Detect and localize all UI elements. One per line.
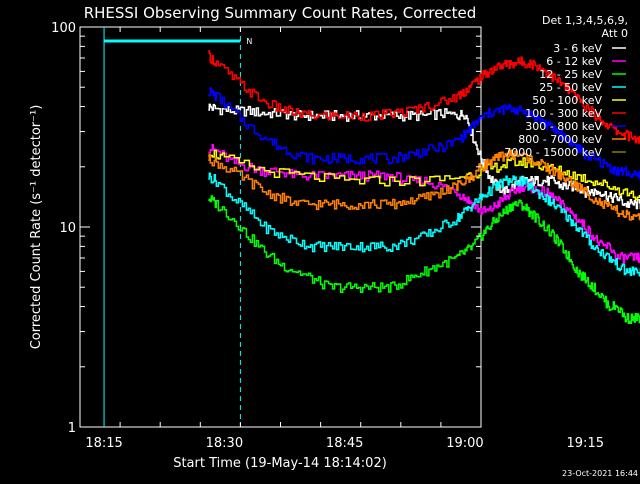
- series-line: [208, 49, 640, 144]
- x-tick-label: 18:15: [85, 436, 122, 451]
- chart-title: RHESSI Observing Summary Count Rates, Co…: [84, 4, 477, 22]
- legend-label: 300 - 800 keV: [525, 120, 602, 133]
- plot-area: [79, 26, 482, 428]
- plot-frame: [79, 26, 482, 428]
- legend-label: 800 - 7000 keV: [518, 133, 602, 146]
- x-axis-title: Start Time (19-May-14 18:14:02): [173, 456, 387, 471]
- y-tick-label: 100: [51, 21, 76, 36]
- series-line: [208, 149, 640, 222]
- legend-header: Att 0: [602, 27, 628, 40]
- footer-timestamp: 23-Oct-2021 16:44: [562, 469, 638, 478]
- axis-layer: 18:1518:3018:4519:0019:1519:3019:4511010…: [51, 21, 604, 451]
- series-line: [208, 87, 640, 182]
- legend-label: 12 - 25 keV: [539, 68, 602, 81]
- night-marker-label: N: [246, 37, 252, 46]
- annotation-layer: N: [103, 27, 252, 427]
- series-line: [208, 143, 640, 265]
- y-axis-title: Corrected Count Rate (s⁻¹ detector⁻¹): [29, 105, 44, 350]
- legend-label: 100 - 300 keV: [525, 107, 602, 120]
- series-layer: [208, 49, 640, 325]
- legend-label: 25 - 50 keV: [539, 81, 602, 94]
- legend-label: 7000 - 15000 keV: [504, 146, 602, 159]
- x-tick-label: 19:15: [567, 436, 604, 451]
- y-tick-label: 1: [68, 421, 76, 436]
- series-line: [208, 195, 640, 325]
- legend-label: 3 - 6 keV: [553, 42, 602, 55]
- series-line: [208, 172, 640, 277]
- legend-header: Det 1,3,4,5,6,9,: [542, 14, 628, 27]
- y-tick-label: 10: [59, 221, 76, 236]
- legend-label: 6 - 12 keV: [546, 55, 602, 68]
- x-tick-label: 18:45: [326, 436, 363, 451]
- x-tick-label: 19:00: [446, 436, 483, 451]
- legend-label: 50 - 100 keV: [532, 94, 602, 107]
- x-tick-label: 18:30: [206, 436, 243, 451]
